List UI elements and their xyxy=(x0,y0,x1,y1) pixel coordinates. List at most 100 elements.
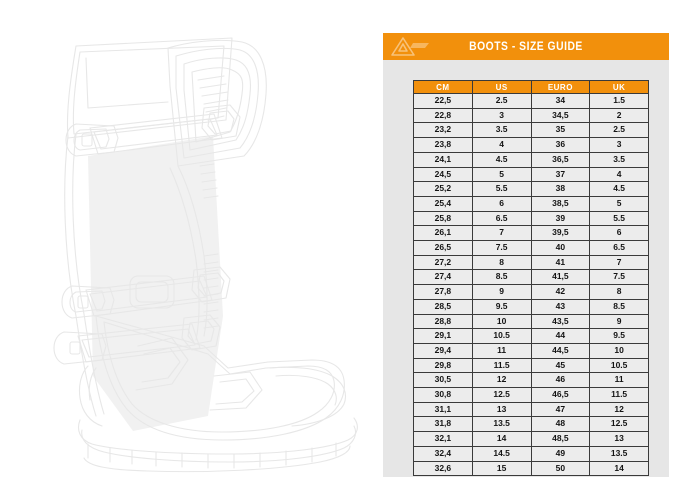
column-header-euro: EURO xyxy=(530,80,591,94)
cell-us: 5 xyxy=(471,166,532,183)
cell-uk: 14 xyxy=(589,460,649,477)
table-row: 24,1 4.5 36,5 3.5 xyxy=(413,151,649,168)
cell-cm: 28,5 xyxy=(413,298,473,315)
table-row: 25,2 5.5 38 4.5 xyxy=(413,181,649,197)
cell-euro: 49 xyxy=(530,445,591,462)
cell-cm: 31,8 xyxy=(413,416,473,433)
cell-uk: 7 xyxy=(589,254,649,271)
cell-cm: 25,4 xyxy=(413,195,473,212)
cell-us: 2.5 xyxy=(471,93,532,109)
table-row: 29,1 10.5 44 9.5 xyxy=(413,328,649,344)
cell-cm: 26,5 xyxy=(413,240,473,256)
cell-us: 8 xyxy=(471,254,532,271)
table-row: 23,2 3.5 35 2.5 xyxy=(413,122,649,139)
table-row: 32,1 14 48,5 13 xyxy=(413,431,649,447)
cell-uk: 1.5 xyxy=(589,93,649,109)
cell-us: 14 xyxy=(471,431,532,447)
table-row: 28,5 9.5 43 8.5 xyxy=(413,298,649,315)
cell-euro: 36,5 xyxy=(530,151,591,168)
cell-euro: 34 xyxy=(530,93,591,109)
cell-us: 3.5 xyxy=(471,122,532,139)
cell-euro: 36 xyxy=(530,137,591,153)
cell-cm: 25,2 xyxy=(413,181,473,197)
cell-euro: 39 xyxy=(530,210,591,227)
cell-cm: 28,8 xyxy=(413,313,473,330)
cell-cm: 23,8 xyxy=(413,137,473,153)
cell-uk: 3 xyxy=(589,137,649,153)
column-header-us: US xyxy=(471,80,532,94)
cell-cm: 26,1 xyxy=(413,225,473,242)
cell-cm: 32,1 xyxy=(413,431,473,447)
cell-euro: 40 xyxy=(530,240,591,256)
cell-euro: 43,5 xyxy=(530,313,591,330)
cell-cm: 29,1 xyxy=(413,328,473,344)
cell-us: 4.5 xyxy=(471,151,532,168)
table-row: 25,4 6 38,5 5 xyxy=(413,195,649,212)
cell-us: 10.5 xyxy=(471,328,532,344)
cell-us: 12.5 xyxy=(471,387,532,403)
table-row: 24,5 5 37 4 xyxy=(413,166,649,183)
table-row: 23,8 4 36 3 xyxy=(413,137,649,153)
cell-euro: 42 xyxy=(530,284,591,300)
cell-cm: 32,4 xyxy=(413,445,473,462)
cell-euro: 46,5 xyxy=(530,387,591,403)
table-row: 25,8 6.5 39 5.5 xyxy=(413,210,649,227)
cell-uk: 6 xyxy=(589,225,649,242)
cell-us: 3 xyxy=(471,107,532,124)
cell-cm: 24,5 xyxy=(413,166,473,183)
size-guide-table: CM US EURO UK 22,5 2.5 34 1.5 22,8 3 34,5 2 23,2… xyxy=(413,80,649,477)
cell-uk: 3.5 xyxy=(589,151,649,168)
cell-euro: 38 xyxy=(530,181,591,197)
cell-uk: 8.5 xyxy=(589,298,649,315)
cell-cm: 31,1 xyxy=(413,401,473,418)
table-row: 31,1 13 47 12 xyxy=(413,401,649,418)
table-row: 32,6 15 50 14 xyxy=(413,460,649,477)
cell-euro: 34,5 xyxy=(530,107,591,124)
cell-uk: 5 xyxy=(589,195,649,212)
cell-uk: 9.5 xyxy=(589,328,649,344)
cell-us: 4 xyxy=(471,137,532,153)
table-row: 27,8 9 42 8 xyxy=(413,284,649,300)
cell-euro: 35 xyxy=(530,122,591,139)
cell-euro: 45 xyxy=(530,357,591,374)
cell-us: 13 xyxy=(471,401,532,418)
cell-uk: 6.5 xyxy=(589,240,649,256)
column-header-cm: CM xyxy=(413,80,473,94)
cell-cm: 22,5 xyxy=(413,93,473,109)
cell-uk: 10 xyxy=(589,342,649,359)
table-header-row: CM US EURO UK xyxy=(413,80,649,94)
cell-cm: 22,8 xyxy=(413,107,473,124)
size-guide-panel: BOOTS - SIZE GUIDE CM US EURO UK 22,5 2.5… xyxy=(383,33,669,477)
panel-header: BOOTS - SIZE GUIDE xyxy=(383,33,669,60)
cell-us: 5.5 xyxy=(471,181,532,197)
cell-uk: 10.5 xyxy=(589,357,649,374)
cell-uk: 13.5 xyxy=(589,445,649,462)
cell-uk: 2 xyxy=(589,107,649,124)
cell-us: 9 xyxy=(471,284,532,300)
cell-cm: 29,8 xyxy=(413,357,473,374)
cell-uk: 4 xyxy=(589,166,649,183)
cell-us: 6 xyxy=(471,195,532,212)
cell-uk: 13 xyxy=(589,431,649,447)
cell-us: 11 xyxy=(471,342,532,359)
cell-cm: 27,8 xyxy=(413,284,473,300)
cell-us: 11.5 xyxy=(471,357,532,374)
cell-euro: 43 xyxy=(530,298,591,315)
table-row: 26,5 7.5 40 6.5 xyxy=(413,240,649,256)
cell-cm: 24,1 xyxy=(413,151,473,168)
cell-euro: 50 xyxy=(530,460,591,477)
cell-cm: 25,8 xyxy=(413,210,473,227)
logo-svg xyxy=(391,37,429,56)
cell-uk: 4.5 xyxy=(589,181,649,197)
cell-us: 14.5 xyxy=(471,445,532,462)
cell-euro: 46 xyxy=(530,372,591,389)
cell-euro: 47 xyxy=(530,401,591,418)
cell-uk: 9 xyxy=(589,313,649,330)
cell-us: 8.5 xyxy=(471,269,532,286)
cell-uk: 7.5 xyxy=(589,269,649,286)
cell-euro: 39,5 xyxy=(530,225,591,242)
alpinestars-a-logo-icon xyxy=(386,34,432,59)
boot-illustration xyxy=(18,16,368,481)
table-row: 30,8 12.5 46,5 11.5 xyxy=(413,387,649,403)
cell-us: 15 xyxy=(471,460,532,477)
